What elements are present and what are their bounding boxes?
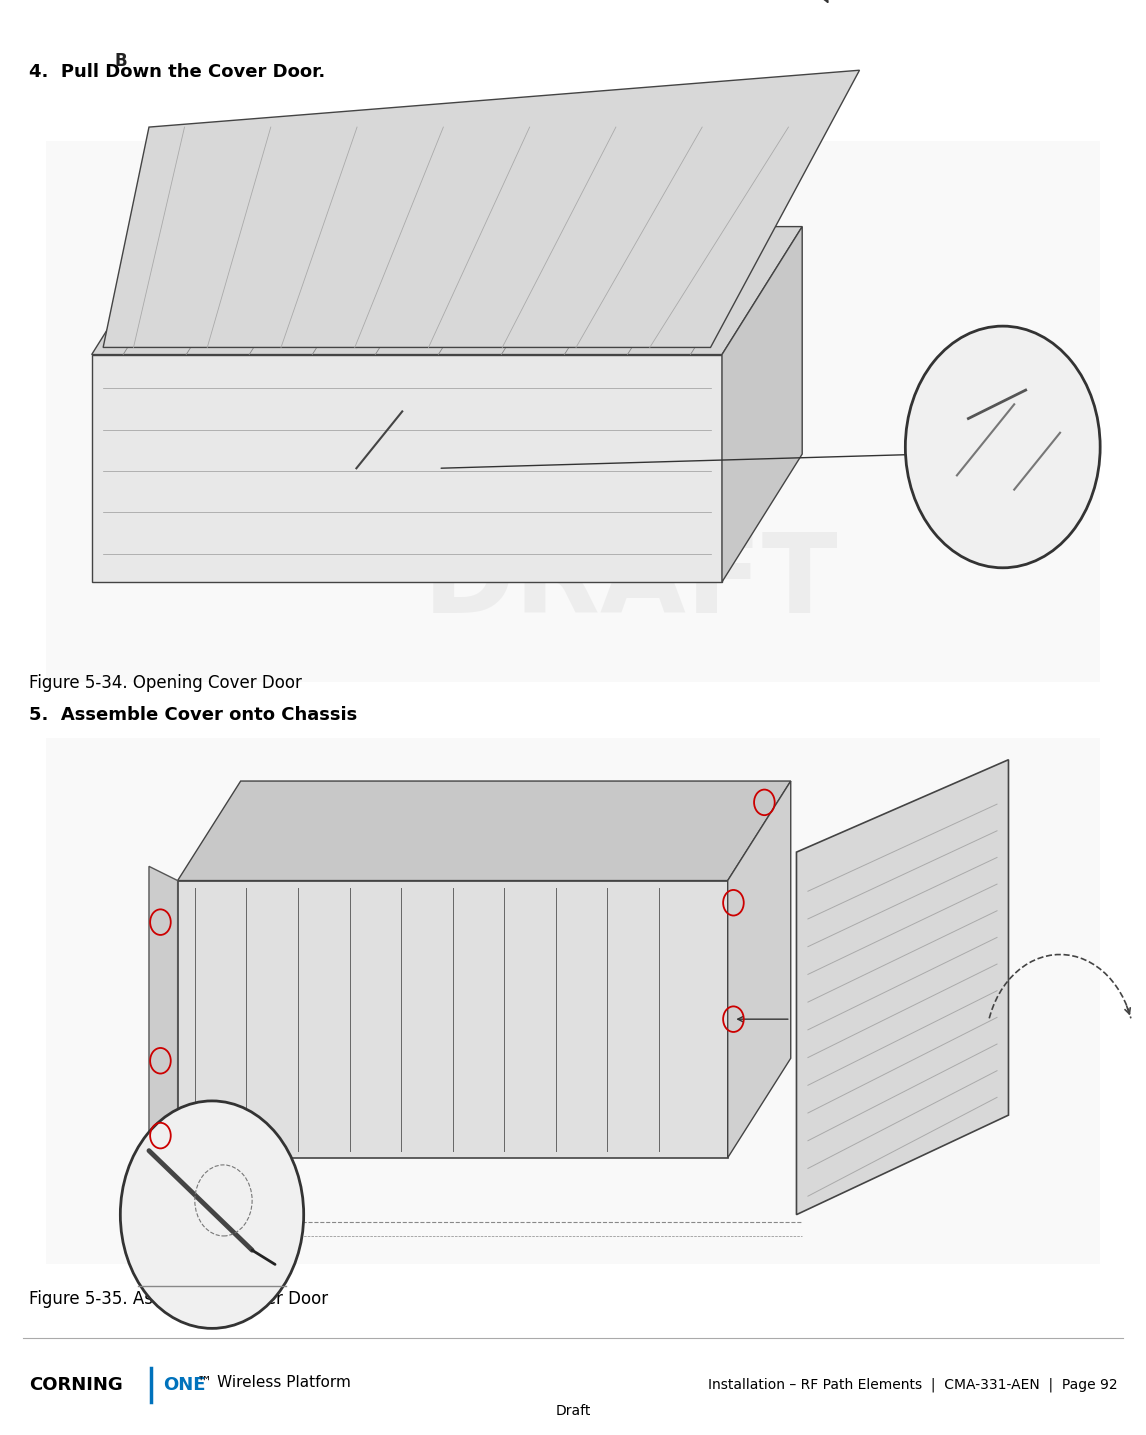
Polygon shape: [722, 227, 802, 583]
Polygon shape: [92, 227, 802, 354]
Bar: [46, 141, 1100, 682]
Text: B: B: [115, 52, 127, 70]
Polygon shape: [796, 759, 1008, 1214]
Text: 5.  Assemble Cover onto Chassis: 5. Assemble Cover onto Chassis: [29, 706, 356, 723]
Text: Figure 5-34. Opening Cover Door: Figure 5-34. Opening Cover Door: [29, 674, 301, 693]
Polygon shape: [178, 781, 791, 881]
Circle shape: [120, 1101, 304, 1329]
Polygon shape: [103, 70, 860, 347]
Text: DRAFT: DRAFT: [423, 528, 838, 636]
Polygon shape: [728, 781, 791, 1158]
Polygon shape: [149, 867, 178, 1172]
Text: Figure 5-35. Assembling Cover Door: Figure 5-35. Assembling Cover Door: [29, 1290, 328, 1307]
Text: ™ Wireless Platform: ™ Wireless Platform: [197, 1375, 351, 1391]
Circle shape: [905, 326, 1100, 568]
Text: 4.  Pull Down the Cover Door.: 4. Pull Down the Cover Door.: [29, 63, 325, 82]
Text: CORNING: CORNING: [29, 1376, 123, 1395]
Text: Installation – RF Path Elements  |  CMA-331-AEN  |  Page 92: Installation – RF Path Elements | CMA-33…: [708, 1378, 1117, 1392]
Bar: [92, 354, 722, 583]
Text: ONE: ONE: [163, 1376, 205, 1395]
Text: Draft: Draft: [556, 1403, 590, 1418]
Bar: [178, 881, 728, 1158]
Bar: [46, 739, 1100, 1264]
